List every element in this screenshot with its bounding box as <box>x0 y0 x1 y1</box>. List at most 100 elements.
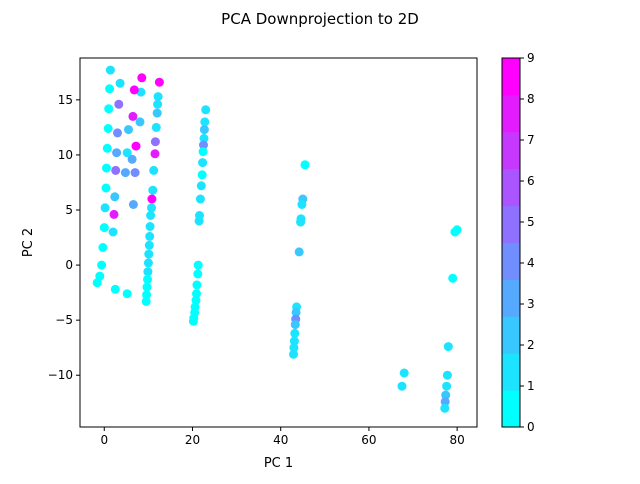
x-tick-label: 40 <box>273 433 288 447</box>
data-point <box>114 99 124 109</box>
data-point <box>440 403 450 413</box>
x-axis-label: PC 1 <box>264 456 293 471</box>
colorbar <box>502 58 520 428</box>
data-point <box>153 99 163 109</box>
data-point <box>194 216 204 226</box>
data-point <box>122 289 132 299</box>
colorbar-tick-label: 6 <box>527 174 535 188</box>
data-point <box>397 381 407 391</box>
data-point <box>92 278 102 288</box>
colorbar-band <box>502 316 520 354</box>
colorbar-tick-label: 9 <box>527 51 535 65</box>
data-point <box>150 149 160 159</box>
data-point <box>112 148 122 158</box>
data-point <box>198 158 208 168</box>
data-point <box>441 390 451 400</box>
data-point <box>108 227 118 237</box>
data-point <box>97 260 107 270</box>
data-point <box>199 125 209 135</box>
colorbar-band <box>502 58 520 96</box>
data-point <box>103 124 113 133</box>
colorbar-tick-label: 7 <box>527 133 535 147</box>
data-point <box>135 117 145 127</box>
data-point <box>297 200 307 209</box>
y-tick-label: 5 <box>65 203 73 217</box>
data-point <box>154 77 164 87</box>
data-point <box>296 217 306 227</box>
data-point <box>100 203 110 213</box>
colorbar-band <box>502 168 520 207</box>
data-point <box>399 368 409 378</box>
x-axis: 0 20 40 60 80 <box>100 427 465 447</box>
data-point <box>193 269 203 279</box>
x-tick-label: 0 <box>100 433 108 447</box>
data-point <box>130 168 140 178</box>
data-point <box>131 141 141 151</box>
data-point <box>141 296 151 306</box>
colorbar-tick-label: 2 <box>527 338 535 352</box>
data-point <box>98 243 108 252</box>
data-point <box>199 140 208 150</box>
data-point <box>149 165 159 175</box>
data-point <box>188 316 198 326</box>
colorbar-tick-label: 1 <box>527 379 535 393</box>
data-point <box>195 194 205 204</box>
colorbar-band <box>502 131 520 170</box>
data-point <box>289 343 299 353</box>
data-point <box>148 185 158 195</box>
data-point <box>147 194 157 204</box>
data-point <box>146 211 156 220</box>
data-point <box>143 267 153 277</box>
data-point <box>110 284 120 294</box>
y-axis: −10 −5 0 5 10 15 <box>48 93 80 382</box>
data-point <box>115 78 125 88</box>
chart-title: PCA Downprojection to 2D <box>221 10 419 28</box>
x-tick-label: 20 <box>185 433 200 447</box>
x-tick-label: 60 <box>361 433 376 447</box>
data-point <box>440 397 450 407</box>
data-point <box>201 105 211 115</box>
data-point <box>290 320 300 330</box>
data-point <box>143 258 153 268</box>
data-point <box>143 274 152 284</box>
data-point <box>147 203 156 213</box>
data-point <box>442 381 452 391</box>
plot-area <box>92 65 462 413</box>
y-tick-label: 15 <box>58 93 73 107</box>
colorbar-tick-label: 5 <box>527 215 535 229</box>
data-point <box>129 85 139 95</box>
data-point <box>153 92 163 102</box>
data-point <box>145 222 155 231</box>
data-point <box>109 209 119 219</box>
colorbar-tick-label: 3 <box>527 297 535 311</box>
data-point <box>151 122 161 132</box>
data-point <box>142 282 152 292</box>
colorbar-band <box>502 279 520 317</box>
data-point <box>102 143 112 153</box>
y-tick-label: −5 <box>55 313 73 327</box>
data-point <box>450 227 460 237</box>
data-point <box>144 240 154 250</box>
data-point <box>128 111 138 121</box>
y-axis-label: PC 2 <box>21 228 36 257</box>
data-point <box>448 273 458 283</box>
data-point <box>142 290 152 300</box>
data-point <box>127 154 137 164</box>
data-point <box>290 328 300 338</box>
data-point <box>137 73 147 83</box>
data-point <box>291 307 301 317</box>
plot-frame <box>79 57 478 428</box>
data-point <box>289 349 298 359</box>
data-point <box>110 192 120 202</box>
colorbar-tick-label: 8 <box>527 92 535 106</box>
data-point <box>150 137 160 147</box>
data-point <box>124 125 133 135</box>
data-point <box>191 295 201 305</box>
data-point <box>105 65 115 75</box>
data-point <box>113 128 122 138</box>
data-point <box>198 147 208 157</box>
colorbar-band <box>502 242 520 280</box>
data-point <box>300 160 310 170</box>
data-point <box>105 84 115 94</box>
colorbar-band <box>502 94 520 133</box>
